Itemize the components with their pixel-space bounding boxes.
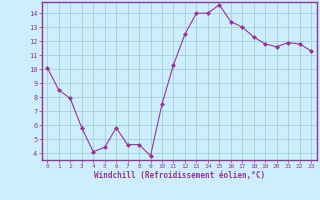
- X-axis label: Windchill (Refroidissement éolien,°C): Windchill (Refroidissement éolien,°C): [94, 171, 265, 180]
